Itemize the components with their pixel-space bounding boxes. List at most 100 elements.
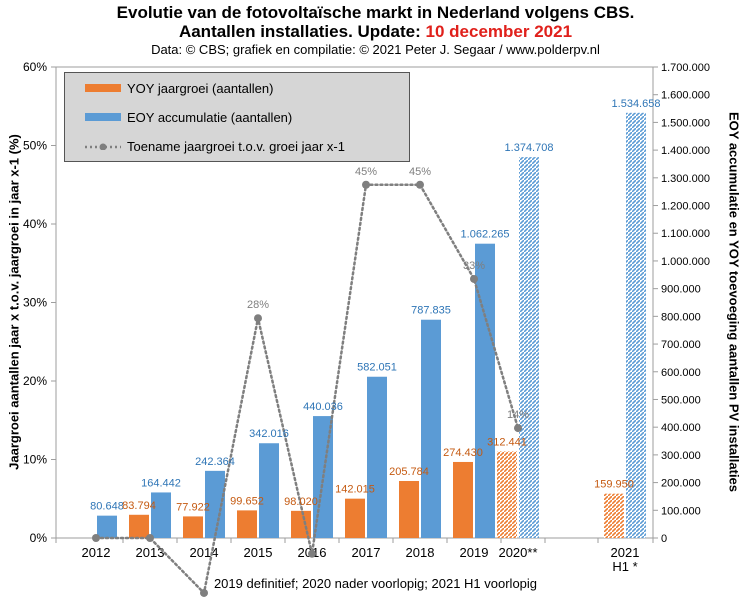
legend-item-growth: Toename jaargroei t.o.v. groei jaar x-1 <box>85 137 345 155</box>
legend-label-eoy: EOY accumulatie (aantallen) <box>127 109 293 125</box>
yoy-value-label: 159.950 <box>594 479 634 491</box>
yoy-bar <box>183 516 203 538</box>
eoy-value-label: 440.036 <box>303 401 343 413</box>
eoy-value-label: 1.534.658 <box>612 98 661 110</box>
x-axis-tick-label: 2015 <box>244 545 273 560</box>
x-axis-tick-label: 2014 <box>190 545 219 560</box>
right-axis-tick-label: 1.600.000 <box>661 90 710 102</box>
eoy-bar <box>421 319 441 538</box>
right-axis-tick-label: 900.000 <box>661 284 701 296</box>
growth-value-label: 45% <box>409 166 431 178</box>
growth-marker <box>362 180 370 189</box>
right-axis-tick-label: 1.500.000 <box>661 117 710 129</box>
growth-marker <box>254 314 262 323</box>
growth-marker <box>470 274 478 283</box>
growth-marker <box>308 549 316 558</box>
growth-marker <box>514 424 522 433</box>
right-axis-tick-label: 0 <box>661 533 667 545</box>
yoy-bar <box>129 514 149 538</box>
right-axis-tick-label: 800.000 <box>661 311 701 323</box>
x-axis-tick-label: 2012 <box>82 545 111 560</box>
yoy-value-label: 83.794 <box>122 500 156 512</box>
right-axis-tick-label: 1.400.000 <box>661 145 710 157</box>
legend-label-yoy: YOY jaargroei (aantallen) <box>127 80 274 96</box>
chart-title-line1: Evolutie van de fotovoltaïsche markt in … <box>116 3 635 22</box>
yoy-bar <box>345 498 365 538</box>
x-axis-tick-label: 2019 <box>460 545 489 560</box>
eoy-bar <box>367 376 387 538</box>
right-axis-tick-label: 1.300.000 <box>661 173 710 185</box>
right-axis-title: EOY accumulatie en YOY toevoeging aantal… <box>726 111 742 493</box>
eoy-value-label: 242.364 <box>195 456 235 468</box>
left-axis-tick-label: 40% <box>23 217 47 231</box>
eoy-value-label: 582.051 <box>357 362 397 374</box>
yoy-bar <box>604 493 624 538</box>
right-axis-tick-label: 600.000 <box>661 367 701 379</box>
yoy-value-label: 142.015 <box>335 484 375 496</box>
legend-swatch-yoy <box>85 84 121 92</box>
left-axis-tick-label: 50% <box>23 139 47 153</box>
legend-label-growth: Toename jaargroei t.o.v. groei jaar x-1 <box>127 138 345 154</box>
right-axis-tick-label: 200.000 <box>661 478 701 490</box>
x-axis-tick-label: 2021 <box>611 545 640 560</box>
title-update-date: 10 december 2021 <box>425 22 573 41</box>
eoy-bar <box>205 470 225 538</box>
eoy-value-label: 80.648 <box>90 501 124 513</box>
bars-layer <box>97 112 646 539</box>
left-axis-tick-label: 0% <box>30 531 48 545</box>
title-update-label: Aantallen installaties. Update: <box>178 22 421 41</box>
right-axis-tick-label: 700.000 <box>661 339 701 351</box>
eoy-bar <box>97 515 117 538</box>
chart-footnote: 2019 definitief; 2020 nader voorlopig; 2… <box>213 576 538 591</box>
eoy-value-label: 342.016 <box>249 428 289 440</box>
yoy-bar <box>497 451 517 538</box>
left-axis-tick-label: 20% <box>23 374 47 388</box>
growth-marker <box>416 180 424 189</box>
left-axis-tick-label: 30% <box>23 296 47 310</box>
yoy-value-label: 98.020 <box>284 496 318 508</box>
left-axis-tick-label: 60% <box>23 60 47 74</box>
yoy-value-label: 99.652 <box>230 495 264 507</box>
right-axis-tick-label: 1.100.000 <box>661 228 710 240</box>
legend-item-eoy: EOY accumulatie (aantallen) <box>85 108 292 126</box>
left-axis-tick-label: 10% <box>23 453 47 467</box>
yoy-value-label: 205.784 <box>389 466 429 478</box>
x-axis-tick-label: 2013 <box>136 545 165 560</box>
eoy-bar <box>151 492 171 538</box>
legend-swatch-eoy <box>85 113 121 121</box>
eoy-value-label: 1.374.708 <box>505 142 554 154</box>
eoy-bar <box>475 243 495 538</box>
left-axis-title: Jaargroei aantallen jaar x t.o.v. jaargr… <box>6 134 22 470</box>
yoy-value-label: 312.441 <box>487 436 527 448</box>
growth-value-label: 28% <box>247 299 269 311</box>
growth-marker <box>92 534 100 542</box>
x-axis-tick-label: H1 * <box>612 559 637 574</box>
growth-marker <box>200 588 208 597</box>
eoy-value-label: 1.062.265 <box>461 229 510 241</box>
yoy-bar <box>237 510 257 538</box>
right-axis-tick-label: 100.000 <box>661 505 701 517</box>
yoy-value-label: 274.430 <box>443 447 483 459</box>
growth-marker <box>146 534 154 542</box>
legend-swatch-growth <box>85 143 121 150</box>
growth-value-label: 14% <box>507 409 529 421</box>
eoy-value-label: 164.442 <box>141 477 181 489</box>
chart-title-line2: Aantallen installaties. Update: 10 decem… <box>0 22 751 42</box>
right-axis-tick-label: 300.000 <box>661 450 701 462</box>
eoy-bar <box>259 443 279 538</box>
yoy-value-label: 77.922 <box>176 501 210 513</box>
right-axis-tick-label: 1.200.000 <box>661 201 710 213</box>
right-axis-tick-label: 1.700.000 <box>661 62 710 74</box>
growth-value-label: 33% <box>463 260 485 272</box>
right-axis-tick-label: 1.000.000 <box>661 256 710 268</box>
axes-layer: 0% 10% 20% 30% 40% 50% 60% 0 100.000 200.000 300.0… <box>23 60 710 574</box>
eoy-bar <box>519 157 539 539</box>
legend-item-yoy: YOY jaargroei (aantallen) <box>85 79 273 97</box>
growth-line-layer <box>92 180 522 597</box>
yoy-bar <box>399 480 419 538</box>
eoy-value-label: 787.835 <box>411 305 451 317</box>
x-axis-tick-label: 2017 <box>352 545 381 560</box>
eoy-bar <box>626 112 646 539</box>
